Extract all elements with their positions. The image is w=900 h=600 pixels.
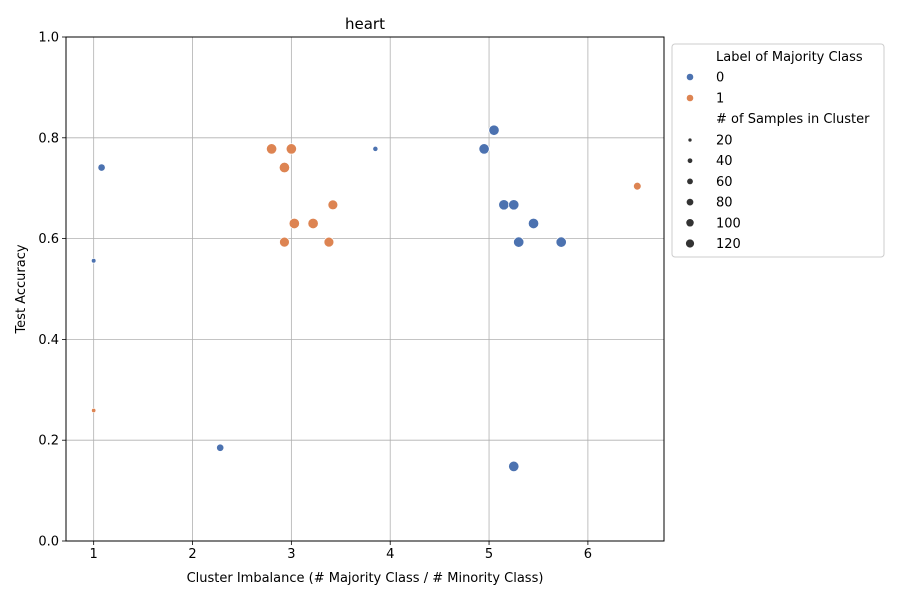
data-point-class-0	[513, 236, 525, 248]
legend-size-marker	[687, 158, 693, 164]
legend-size-label: 40	[716, 154, 733, 169]
data-point-class-0	[488, 124, 500, 136]
legend-size-label: 60	[716, 175, 733, 190]
data-points	[91, 124, 642, 472]
data-point-class-0	[508, 199, 520, 211]
legend-size-marker	[687, 178, 693, 185]
data-point-class-0	[91, 258, 97, 264]
grid-lines	[66, 36, 664, 542]
y-tick-label: 0.6	[38, 232, 59, 247]
legend-hue-marker	[686, 94, 694, 102]
data-point-class-1	[288, 217, 300, 230]
legend-size-marker	[685, 239, 695, 248]
data-point-class-0	[527, 217, 540, 230]
y-tick-label: 0.8	[38, 131, 59, 146]
data-point-class-1	[323, 236, 335, 248]
data-point-class-1	[278, 161, 290, 174]
data-point-class-1	[279, 236, 290, 248]
data-point-class-1	[633, 181, 642, 191]
y-tick-label: 1.0	[38, 31, 59, 46]
x-tick-label: 3	[287, 547, 295, 562]
legend-size-label: 120	[716, 237, 741, 252]
legend-size-label: 20	[716, 134, 733, 149]
data-point-class-1	[91, 407, 97, 414]
y-axis-ticks: 0.0 0.2 0.4 0.6 0.8 1.0	[38, 31, 66, 550]
data-point-class-0	[478, 143, 490, 155]
data-point-class-1	[285, 143, 297, 155]
legend-hue-label: 1	[716, 92, 724, 107]
y-tick-label: 0.2	[38, 434, 59, 449]
legend-hue-title: Label of Majority Class	[716, 50, 863, 65]
x-tick-label: 5	[485, 547, 493, 562]
y-axis-label: Test Accuracy	[14, 244, 29, 334]
data-point-class-1	[266, 143, 278, 155]
x-axis-ticks: 1 2 3 4 5 6	[90, 541, 592, 562]
data-point-class-0	[97, 163, 106, 172]
x-tick-label: 1	[90, 547, 98, 562]
legend-size-label: 80	[716, 196, 733, 211]
x-tick-label: 6	[584, 547, 592, 562]
legend-hue-items: 01	[686, 71, 724, 107]
data-point-class-1	[327, 199, 339, 211]
y-tick-label: 0.0	[38, 535, 59, 550]
legend-hue-marker	[686, 73, 694, 81]
data-point-class-0	[508, 460, 520, 472]
legend-size-marker	[688, 138, 692, 142]
plot-area-frame	[65, 36, 665, 542]
data-point-class-1	[307, 217, 319, 230]
legend: Label of Majority Class 01 # of Samples …	[671, 43, 885, 258]
data-point-class-0	[498, 199, 510, 211]
x-axis-label: Cluster Imbalance (# Majority Class / # …	[187, 571, 544, 586]
legend-box	[671, 43, 885, 258]
x-tick-label: 4	[386, 547, 394, 562]
legend-size-items: 20 40 60 80 100 120	[685, 134, 741, 252]
legend-size-marker	[686, 198, 694, 206]
legend-size-marker	[686, 219, 694, 227]
chart-title: heart	[345, 15, 385, 33]
legend-hue-label: 0	[716, 71, 724, 86]
data-point-class-0	[216, 443, 225, 452]
x-tick-label: 2	[188, 547, 196, 562]
y-tick-label: 0.4	[38, 333, 59, 348]
data-point-class-0	[555, 236, 567, 248]
legend-size-title: # of Samples in Cluster	[716, 112, 870, 127]
legend-size-label: 100	[716, 216, 741, 231]
data-point-class-0	[372, 145, 379, 152]
